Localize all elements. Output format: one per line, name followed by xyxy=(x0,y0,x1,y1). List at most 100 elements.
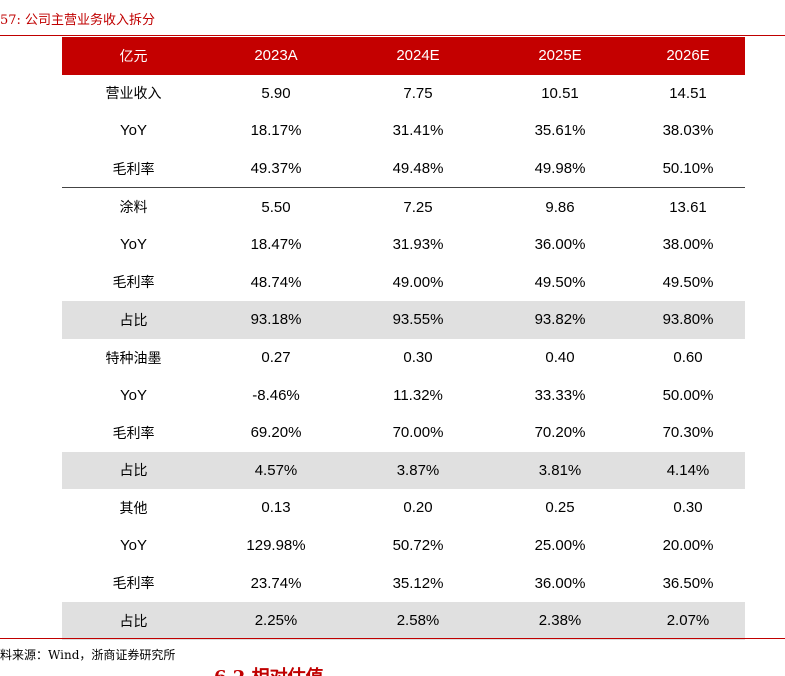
row-label: 毛利率 xyxy=(112,425,155,442)
table-cell: 70.00% xyxy=(392,424,444,442)
table-cell: 7.75 xyxy=(403,84,433,102)
table-cell: -8.46% xyxy=(252,386,300,404)
table-cell: 93.82% xyxy=(489,301,631,339)
table-cell: 35.12% xyxy=(392,574,444,592)
table-cell: 69.20% xyxy=(250,424,302,442)
table-cell: 2.38% xyxy=(489,601,631,640)
table-cell: 93.18% xyxy=(205,301,347,339)
table-cell: 31.41% xyxy=(392,122,444,140)
table-row: 其他 0.13 0.20 0.25 0.30 xyxy=(62,489,745,527)
row-label: 毛利率 xyxy=(62,149,205,189)
table-row: YoY 129.98% 50.72% 25.00% 20.00% xyxy=(62,527,745,565)
revenue-breakdown-table: 亿元 2023A 2024E 2025E 2026E 营业收入 5.90 7.75 1… xyxy=(62,37,745,640)
table-row: 毛利率 23.74% 35.12% 36.00% 36.50% xyxy=(62,564,745,602)
row-label: 涂料 xyxy=(119,200,148,217)
row-label: 占比 xyxy=(62,601,205,640)
table-cell: 25.00% xyxy=(534,537,586,555)
table-cell: 70.30% xyxy=(662,424,714,442)
row-label: 毛利率 xyxy=(112,576,155,593)
table-row: 占比 2.25% 2.58% 2.38% 2.07% xyxy=(62,601,745,640)
table-row: 毛利率 69.20% 70.00% 70.20% 70.30% xyxy=(62,414,745,452)
row-label: YoY xyxy=(120,537,147,555)
table-cell: 70.20% xyxy=(534,424,586,442)
table-cell: 18.17% xyxy=(250,122,302,140)
row-label: 其他 xyxy=(119,500,148,517)
table-cell: 49.50% xyxy=(662,273,714,291)
table-cell: 2.07% xyxy=(631,601,745,640)
header-year-2026e: 2026E xyxy=(631,37,745,75)
table-cell: 93.80% xyxy=(631,301,745,339)
table-cell: 49.37% xyxy=(205,149,347,189)
table-row: YoY 18.47% 31.93% 36.00% 38.00% xyxy=(62,226,745,264)
table-cell: 0.60 xyxy=(673,349,703,367)
row-label: 特种油墨 xyxy=(105,350,162,367)
row-label: YoY xyxy=(120,236,147,254)
table-cell: 7.25 xyxy=(403,198,433,216)
table-caption: 57: 公司主营业务收入拆分 xyxy=(0,13,156,28)
table-cell: 9.86 xyxy=(545,198,575,216)
header-year-2025e: 2025E xyxy=(489,37,631,75)
table-cell: 0.30 xyxy=(403,349,433,367)
row-label: YoY xyxy=(120,386,147,404)
table-cell: 11.32% xyxy=(393,386,443,404)
table-cell: 48.74% xyxy=(250,273,302,291)
table-cell: 13.61 xyxy=(669,198,707,216)
table-cell: 49.48% xyxy=(347,149,489,189)
row-label: 营业收入 xyxy=(105,86,162,103)
table-cell: 0.25 xyxy=(545,499,575,517)
table-cell: 2.58% xyxy=(347,601,489,640)
table-cell: 36.00% xyxy=(534,236,586,254)
table-cell: 10.51 xyxy=(541,84,579,102)
table-row: 占比 4.57% 3.87% 3.81% 4.14% xyxy=(62,451,745,490)
table-row: 涂料 5.50 7.25 9.86 13.61 xyxy=(62,188,745,226)
table-cell: 0.13 xyxy=(261,499,291,517)
header-unit: 亿元 xyxy=(62,37,205,75)
next-section-heading: 6.2 相对估值 xyxy=(214,667,324,676)
table-cell: 49.98% xyxy=(489,149,631,189)
table-cell: 35.61% xyxy=(534,122,586,140)
table-cell: 2.25% xyxy=(205,601,347,640)
table-cell: 0.20 xyxy=(403,499,433,517)
table-cell: 14.51 xyxy=(669,84,707,102)
table-cell: 4.57% xyxy=(205,451,347,490)
table-cell: 0.40 xyxy=(545,349,575,367)
table-row: 毛利率 48.74% 49.00% 49.50% 49.50% xyxy=(62,264,745,302)
table-cell: 49.00% xyxy=(392,273,444,291)
row-label: 占比 xyxy=(62,451,205,490)
table-cell: 5.50 xyxy=(261,198,291,216)
table-cell: 18.47% xyxy=(250,236,302,254)
table-cell: 5.90 xyxy=(261,84,291,102)
header-year-2023a: 2023A xyxy=(205,37,347,75)
table-cell: 38.03% xyxy=(662,122,714,140)
table-header-row: 亿元 2023A 2024E 2025E 2026E xyxy=(62,37,745,75)
table-cell: 4.14% xyxy=(631,451,745,490)
table-cell: 0.27 xyxy=(261,349,291,367)
row-label: YoY xyxy=(120,122,147,140)
table-row: 营业收入 5.90 7.75 10.51 14.51 xyxy=(62,75,745,113)
table-row: 占比 93.18% 93.55% 93.82% 93.80% xyxy=(62,301,745,339)
table-cell: 49.50% xyxy=(534,273,586,291)
table-cell: 3.81% xyxy=(489,451,631,490)
table-cell: 50.72% xyxy=(392,537,444,555)
table-cell: 129.98% xyxy=(246,537,306,555)
table-cell: 36.50% xyxy=(662,574,714,592)
table-row: 特种油墨 0.27 0.30 0.40 0.60 xyxy=(62,339,745,377)
table-cell: 3.87% xyxy=(347,451,489,490)
source-divider xyxy=(0,638,785,639)
caption-divider xyxy=(0,35,785,36)
table-cell: 36.00% xyxy=(534,574,586,592)
table-cell: 50.00% xyxy=(662,386,714,404)
table-cell: 38.00% xyxy=(662,236,714,254)
table-row: YoY 18.17% 31.41% 35.61% 38.03% xyxy=(62,112,745,150)
table-cell: 33.33% xyxy=(534,386,586,404)
table-cell: 50.10% xyxy=(631,149,745,189)
header-year-2024e: 2024E xyxy=(347,37,489,75)
table-cell: 0.30 xyxy=(673,499,703,517)
table-row: YoY -8.46% 11.32% 33.33% 50.00% xyxy=(62,376,745,414)
table-row: 毛利率 49.37% 49.48% 49.98% 50.10% xyxy=(62,149,745,189)
row-label: 占比 xyxy=(62,301,205,339)
table-cell: 31.93% xyxy=(392,236,444,254)
table-cell: 93.55% xyxy=(347,301,489,339)
row-label: 毛利率 xyxy=(112,275,155,292)
table-cell: 23.74% xyxy=(250,574,302,592)
